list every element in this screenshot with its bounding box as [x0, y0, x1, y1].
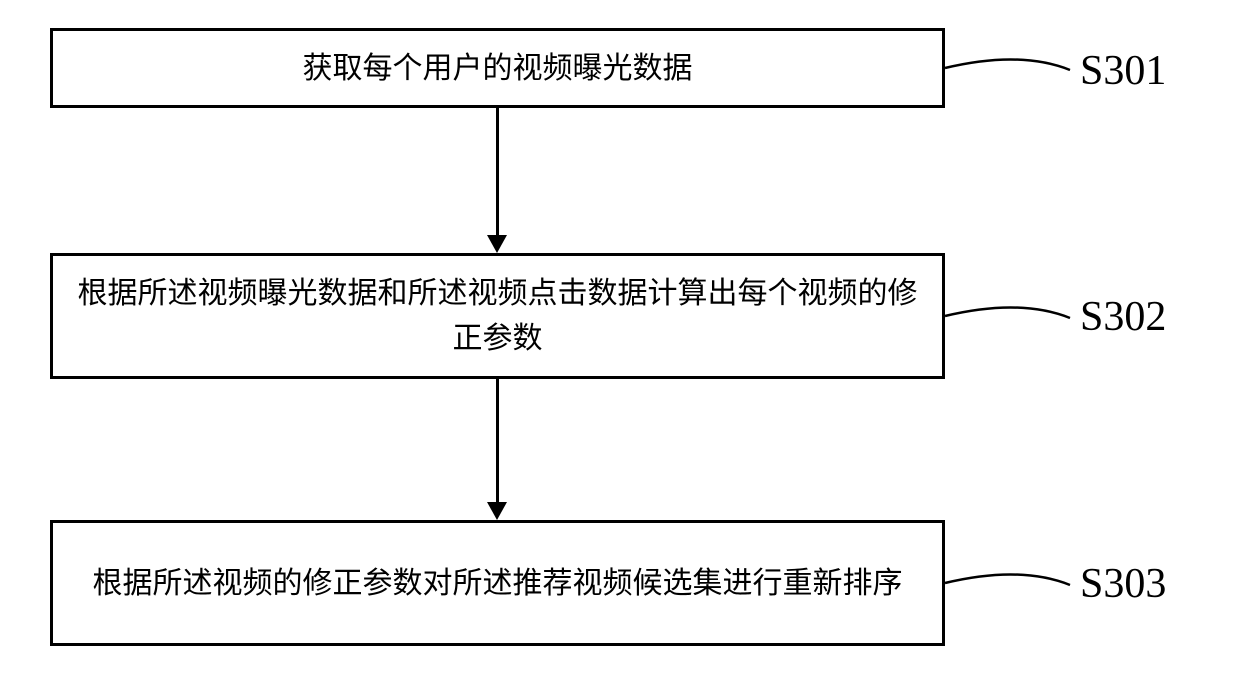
flowchart-container: 获取每个用户的视频曝光数据 S301 根据所述视频曝光数据和所述视频点击数据计算…: [0, 0, 1240, 697]
label-text: S303: [1080, 561, 1166, 607]
step-label-s303: S303: [1080, 560, 1166, 608]
connector-s303: [0, 0, 1240, 697]
